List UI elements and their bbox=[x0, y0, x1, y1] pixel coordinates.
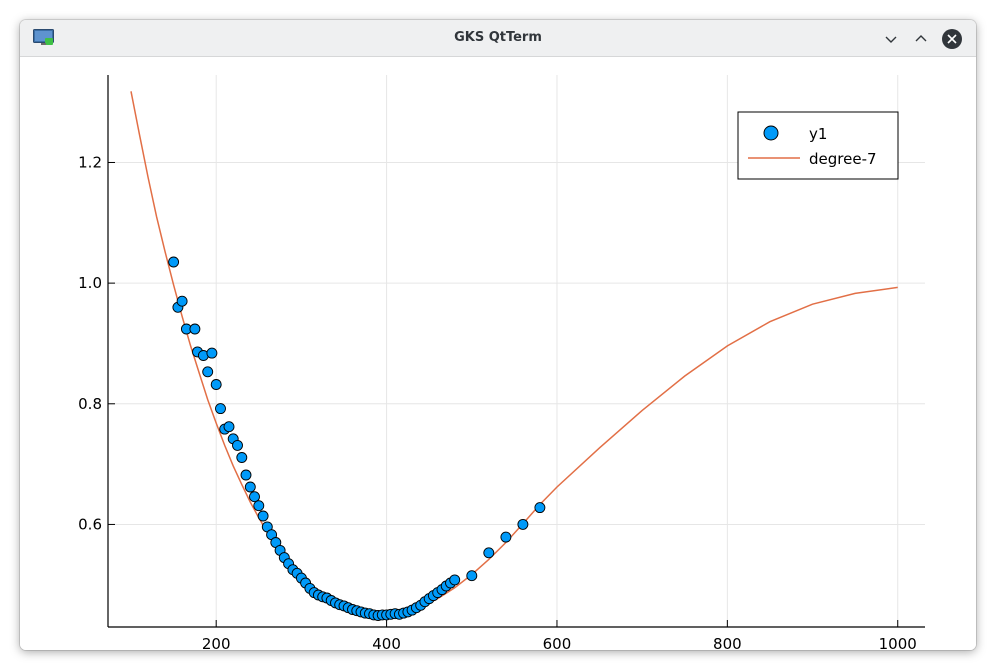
y-tick-label: 0.8 bbox=[78, 395, 102, 413]
legend-label-y1: y1 bbox=[809, 125, 827, 143]
grid-lines bbox=[108, 75, 925, 627]
title-bar: GKS QtTerm bbox=[20, 20, 976, 57]
data-point-y1 bbox=[206, 347, 218, 359]
data-point-y1 bbox=[232, 439, 243, 451]
data-point-y1 bbox=[202, 366, 214, 378]
data-point-y1 bbox=[500, 531, 512, 543]
data-point-y1 bbox=[257, 510, 269, 522]
data-point-y1 bbox=[249, 491, 260, 503]
data-point-y1 bbox=[449, 574, 461, 586]
data-point-y1 bbox=[236, 452, 248, 463]
x-tick-label: 400 bbox=[372, 635, 401, 650]
data-point-y1 bbox=[483, 547, 495, 559]
chart: 200 400 600 800 1000 0.6 0.8 1.0 1.2 y1 degree-… bbox=[78, 75, 925, 650]
x-tick-label: 800 bbox=[713, 635, 742, 650]
data-point-y1 bbox=[223, 421, 235, 433]
legend: y1 degree-7 bbox=[737, 111, 899, 180]
minimize-icon[interactable] bbox=[880, 28, 902, 50]
x-tick-label: 1000 bbox=[879, 635, 917, 650]
data-point-y1 bbox=[176, 295, 188, 307]
data-point-y1 bbox=[240, 469, 252, 481]
data-point-y1 bbox=[168, 256, 180, 268]
y-tick-label: 1.0 bbox=[78, 274, 102, 292]
y-tick-label: 0.6 bbox=[78, 515, 102, 533]
x-tick-label: 200 bbox=[202, 635, 231, 650]
plot-area: 200 400 600 800 1000 0.6 0.8 1.0 1.2 y1 degree-… bbox=[20, 57, 976, 650]
display-icon bbox=[33, 29, 54, 45]
data-point-y1 bbox=[215, 403, 226, 415]
data-point-y1 bbox=[534, 502, 546, 514]
y-axis-ticks: 0.6 0.8 1.0 1.2 bbox=[78, 153, 115, 533]
data-point-y1 bbox=[517, 518, 529, 530]
data-point-y1 bbox=[189, 323, 201, 335]
legend-box bbox=[737, 111, 899, 180]
x-axis-ticks: 200 400 600 800 1000 bbox=[202, 620, 917, 650]
data-point-y1 bbox=[466, 570, 478, 582]
axes bbox=[107, 75, 925, 628]
window-title: GKS QtTerm bbox=[454, 30, 542, 45]
data-point-y1 bbox=[210, 379, 222, 390]
close-icon[interactable] bbox=[941, 28, 963, 50]
data-point-y1 bbox=[253, 500, 265, 512]
maximize-icon[interactable] bbox=[910, 28, 932, 50]
legend-label-degree-7: degree-7 bbox=[809, 150, 877, 168]
app-window: GKS QtTerm 200 400 600 800 1000 0.6 0.8 1.0 1.2… bbox=[20, 20, 976, 650]
legend-marker-y1 bbox=[763, 125, 779, 141]
series bbox=[130, 91, 898, 621]
x-tick-label: 600 bbox=[543, 635, 572, 650]
data-point-y1 bbox=[244, 481, 256, 493]
y-tick-label: 1.2 bbox=[78, 153, 102, 171]
